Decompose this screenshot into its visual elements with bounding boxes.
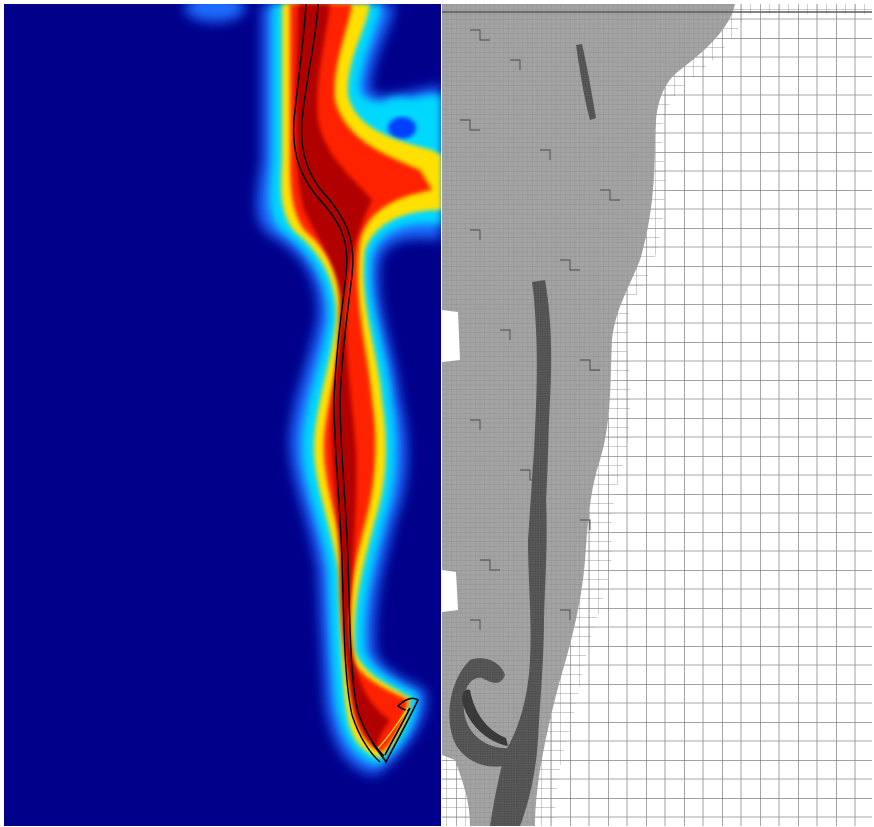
mesh-gap-a: [442, 310, 460, 362]
mesh-gap-b: [442, 570, 458, 612]
mesh-panel: [442, 4, 872, 826]
hook-contour: [371, 697, 420, 764]
finest-hook: [449, 658, 520, 767]
colormap-panel: [4, 4, 441, 826]
hook-contour-inner: [377, 707, 409, 749]
plume-core: [296, 4, 390, 750]
finest-hook-inner: [462, 689, 508, 746]
mesh-level-contours: [460, 29, 620, 630]
interface-line-b: [300, 4, 385, 757]
fine-refinement: [442, 4, 735, 826]
finest-streak-top: [576, 44, 596, 120]
finest-streak-main: [490, 280, 552, 826]
interface-line-a: [292, 4, 381, 763]
vortex-core: [388, 117, 416, 139]
